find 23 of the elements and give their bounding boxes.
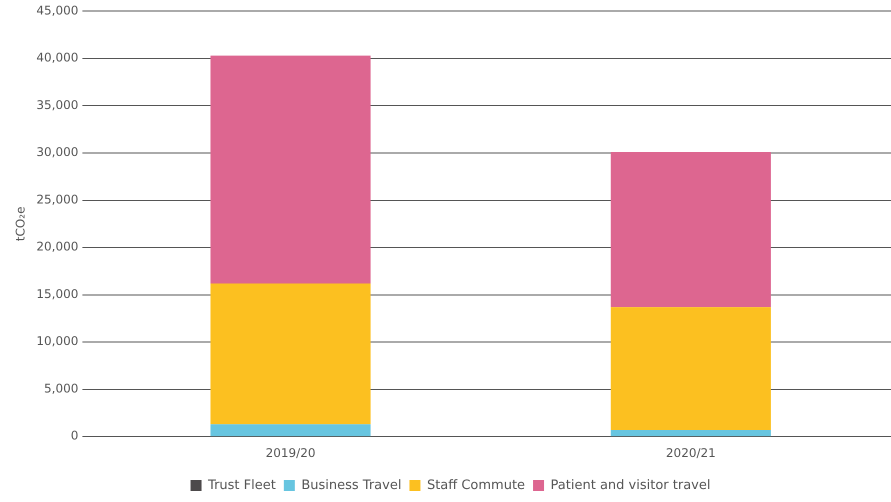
- legend-label: Trust Fleet: [207, 478, 276, 493]
- bar: [610, 430, 771, 436]
- legend-label: Staff Commute: [426, 478, 526, 493]
- y-tick-label: 30,000: [36, 145, 78, 160]
- y-tick-label: 5,000: [44, 381, 78, 396]
- y-tick-label: 45,000: [36, 3, 78, 18]
- bar: [210, 424, 371, 436]
- bar: [610, 307, 771, 430]
- y-axis-title: tCO₂e: [13, 206, 28, 242]
- bar: [210, 283, 371, 424]
- y-tick-label: 20,000: [36, 240, 78, 254]
- y-tick-label: 40,000: [36, 50, 78, 65]
- legend-label: Business Travel: [301, 478, 402, 493]
- y-tick-label: 10,000: [36, 334, 78, 348]
- y-tick-label: 15,000: [36, 286, 78, 301]
- bar: [210, 56, 371, 284]
- y-tick-label: 0: [70, 428, 78, 443]
- legend-label: Patient and visitor travel: [550, 478, 710, 493]
- x-tick-label: 2020/21: [666, 446, 716, 460]
- x-tick-label: 2019/20: [266, 446, 316, 460]
- bar: [610, 152, 771, 308]
- y-tick-label: 25,000: [36, 192, 78, 206]
- y-tick-label: 35,000: [36, 98, 78, 112]
